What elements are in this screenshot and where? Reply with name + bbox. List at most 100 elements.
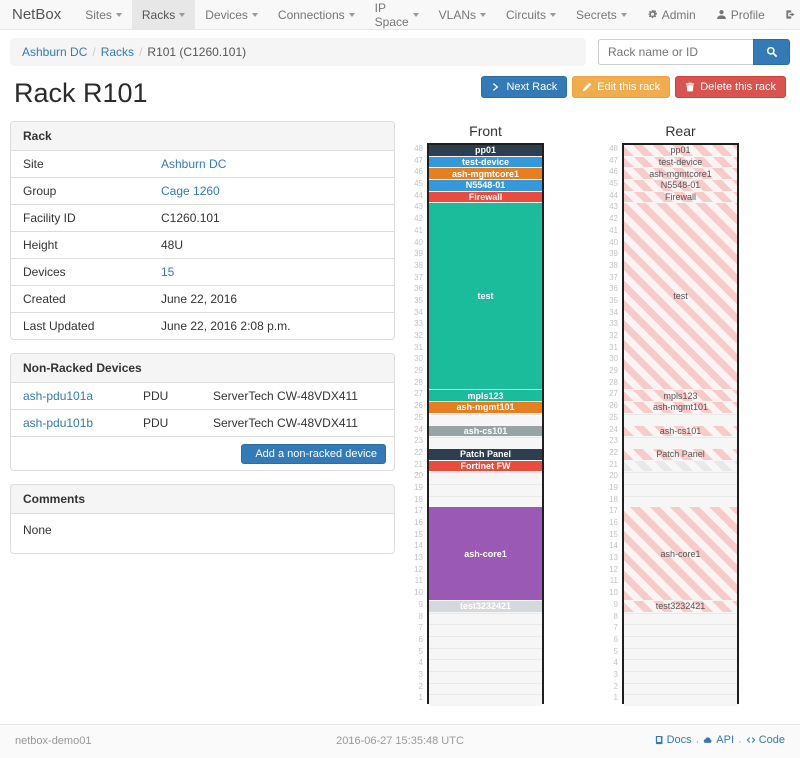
rack-front-device-test3232421[interactable]: test3232421 [429, 601, 542, 612]
brand[interactable]: NetBox [0, 0, 75, 29]
device-name-cell: ash-pdu101a [11, 383, 131, 410]
delete-this-rack-button[interactable]: Delete this rack [675, 76, 786, 98]
rack-front-unit-number-38: 38 [409, 260, 427, 272]
nav-item-ip-space[interactable]: IP Space [365, 0, 429, 29]
rack-front-device-firewall[interactable]: Firewall [429, 192, 542, 203]
rack-rear-unit-number-14: 14 [604, 540, 622, 552]
rack-front-empty-u6 [429, 636, 542, 648]
attr-value-link[interactable]: Ashburn DC [161, 157, 226, 171]
rack-rear-unit-number-15: 15 [604, 529, 622, 541]
footer-link-docs[interactable]: Docs [654, 734, 692, 746]
rack-front-unit-number-45: 45 [409, 178, 427, 190]
rack-rear-device-test-device[interactable]: test-device [624, 157, 737, 168]
rack-rear-device-mpls123[interactable]: mpls123 [624, 390, 737, 401]
nav-item-label: Circuits [506, 8, 546, 22]
rack-front-device-ash-mgmtcore1[interactable]: ash-mgmtcore1 [429, 168, 542, 179]
rack-front-device-test[interactable]: test [429, 203, 542, 389]
rack-front-device-pp01[interactable]: pp01 [429, 145, 542, 156]
footer-link-code[interactable]: Code [746, 734, 785, 746]
rack-rear-unit-number-29: 29 [604, 365, 622, 377]
rack-front-unit-number-33: 33 [409, 318, 427, 330]
nav-item-vlans[interactable]: VLANs [429, 0, 496, 29]
attr-label: Facility ID [11, 205, 149, 232]
rack-front-unit-number-37: 37 [409, 272, 427, 284]
attr-value: Cage 1260 [149, 178, 394, 205]
nav-item-label: Racks [142, 8, 175, 22]
attr-value-link[interactable]: Cage 1260 [161, 184, 220, 198]
rack-rear-device-firewall[interactable]: Firewall [624, 192, 737, 203]
rack-front-device-patch-panel[interactable]: Patch Panel [429, 449, 542, 460]
attr-value-link[interactable]: 15 [161, 265, 174, 279]
breadcrumb-item-ashburn-dc[interactable]: Ashburn DC [22, 45, 87, 59]
rack-front-device-fortinet-fw[interactable]: Fortinet FW [429, 461, 542, 472]
add-non-racked-device-button[interactable]: Add a non-racked device [241, 444, 386, 464]
rack-rear-device-test3232421[interactable]: test3232421 [624, 601, 737, 612]
rack-rear-device-ash-mgmt101[interactable]: ash-mgmt101 [624, 402, 737, 413]
rack-rear-device-ash-mgmtcore1[interactable]: ash-mgmtcore1 [624, 168, 737, 179]
rack-rear-unit-number-17: 17 [604, 505, 622, 517]
rack-rear-unit-number-32: 32 [604, 330, 622, 342]
nav-item-connections[interactable]: Connections [268, 0, 365, 29]
attr-label: Created [11, 286, 149, 313]
nav-item-circuits[interactable]: Circuits [496, 0, 566, 29]
footer-link-label: Docs [667, 734, 692, 746]
nav-item-devices[interactable]: Devices [195, 0, 268, 29]
rack-rear-unit-number-46: 46 [604, 166, 622, 178]
book-icon [654, 735, 664, 745]
rack-panel-title: Rack [11, 122, 394, 151]
rack-rear-device-ash-cs101[interactable]: ash-cs101 [624, 426, 737, 437]
rack-rear-device-n5548-01[interactable]: N5548-01 [624, 180, 737, 191]
nav-item-sites[interactable]: Sites [75, 0, 132, 29]
rack-front-device-ash-cs101[interactable]: ash-cs101 [429, 426, 542, 437]
logout-icon [785, 9, 796, 20]
rack-front-device-ash-core1[interactable]: ash-core1 [429, 507, 542, 600]
nav-item-admin[interactable]: Admin [637, 0, 706, 29]
rack-front-device-ash-mgmt101[interactable]: ash-mgmt101 [429, 402, 542, 413]
rack-rear-device-test[interactable]: test [624, 203, 737, 389]
nav-item-racks[interactable]: Racks [132, 0, 195, 29]
rack-rear-unit-number-38: 38 [604, 260, 622, 272]
rack-front-empty-u5 [429, 648, 542, 660]
non-racked-panel-title: Non-Racked Devices [11, 354, 394, 383]
device-link[interactable]: ash-pdu101a [23, 389, 93, 403]
rack-front-unit-number-22: 22 [409, 447, 427, 459]
rack-rear-unit-number-3: 3 [604, 669, 622, 681]
rack-front-device-test-device[interactable]: test-device [429, 157, 542, 168]
rack-rear-unit-number-31: 31 [604, 342, 622, 354]
rack-rear-device-patch-panel[interactable]: Patch Panel [624, 449, 737, 460]
rack-front-unit-number-8: 8 [409, 611, 427, 623]
caret-down-icon [252, 13, 258, 17]
next-rack-button[interactable]: Next Rack [481, 76, 567, 98]
search-input[interactable] [598, 39, 753, 65]
device-link[interactable]: ash-pdu101b [23, 416, 93, 430]
cloud-icon [703, 735, 713, 745]
rack-rear-device-pp01[interactable]: pp01 [624, 145, 737, 156]
rack-rear-unit-number-37: 37 [604, 272, 622, 284]
footer-link-label: API [716, 734, 734, 746]
rack-front-device-mpls123[interactable]: mpls123 [429, 390, 542, 401]
rack-rear-empty-u20 [624, 472, 737, 484]
footer-link-api[interactable]: API [703, 734, 734, 746]
rack-rear-device-ash-core1[interactable]: ash-core1 [624, 507, 737, 600]
breadcrumb-item-racks[interactable]: Racks [101, 45, 134, 59]
rack-rear-unit-number-1: 1 [604, 692, 622, 704]
nav-item-profile[interactable]: Profile [706, 0, 775, 29]
rack-front-unit-number-46: 46 [409, 166, 427, 178]
rack-front-unit-number-17: 17 [409, 505, 427, 517]
nav-item-log-out[interactable]: Log out [775, 0, 800, 29]
rack-rear-empty-u6 [624, 636, 737, 648]
edit-this-rack-button[interactable]: Edit this rack [572, 76, 670, 98]
breadcrumb: Ashburn DC/Racks/R101 (C1260.101) [10, 38, 586, 66]
rack-front-device-n5548-01[interactable]: N5548-01 [429, 180, 542, 191]
nav-item-secrets[interactable]: Secrets [566, 0, 637, 29]
search-button[interactable] [753, 39, 790, 65]
